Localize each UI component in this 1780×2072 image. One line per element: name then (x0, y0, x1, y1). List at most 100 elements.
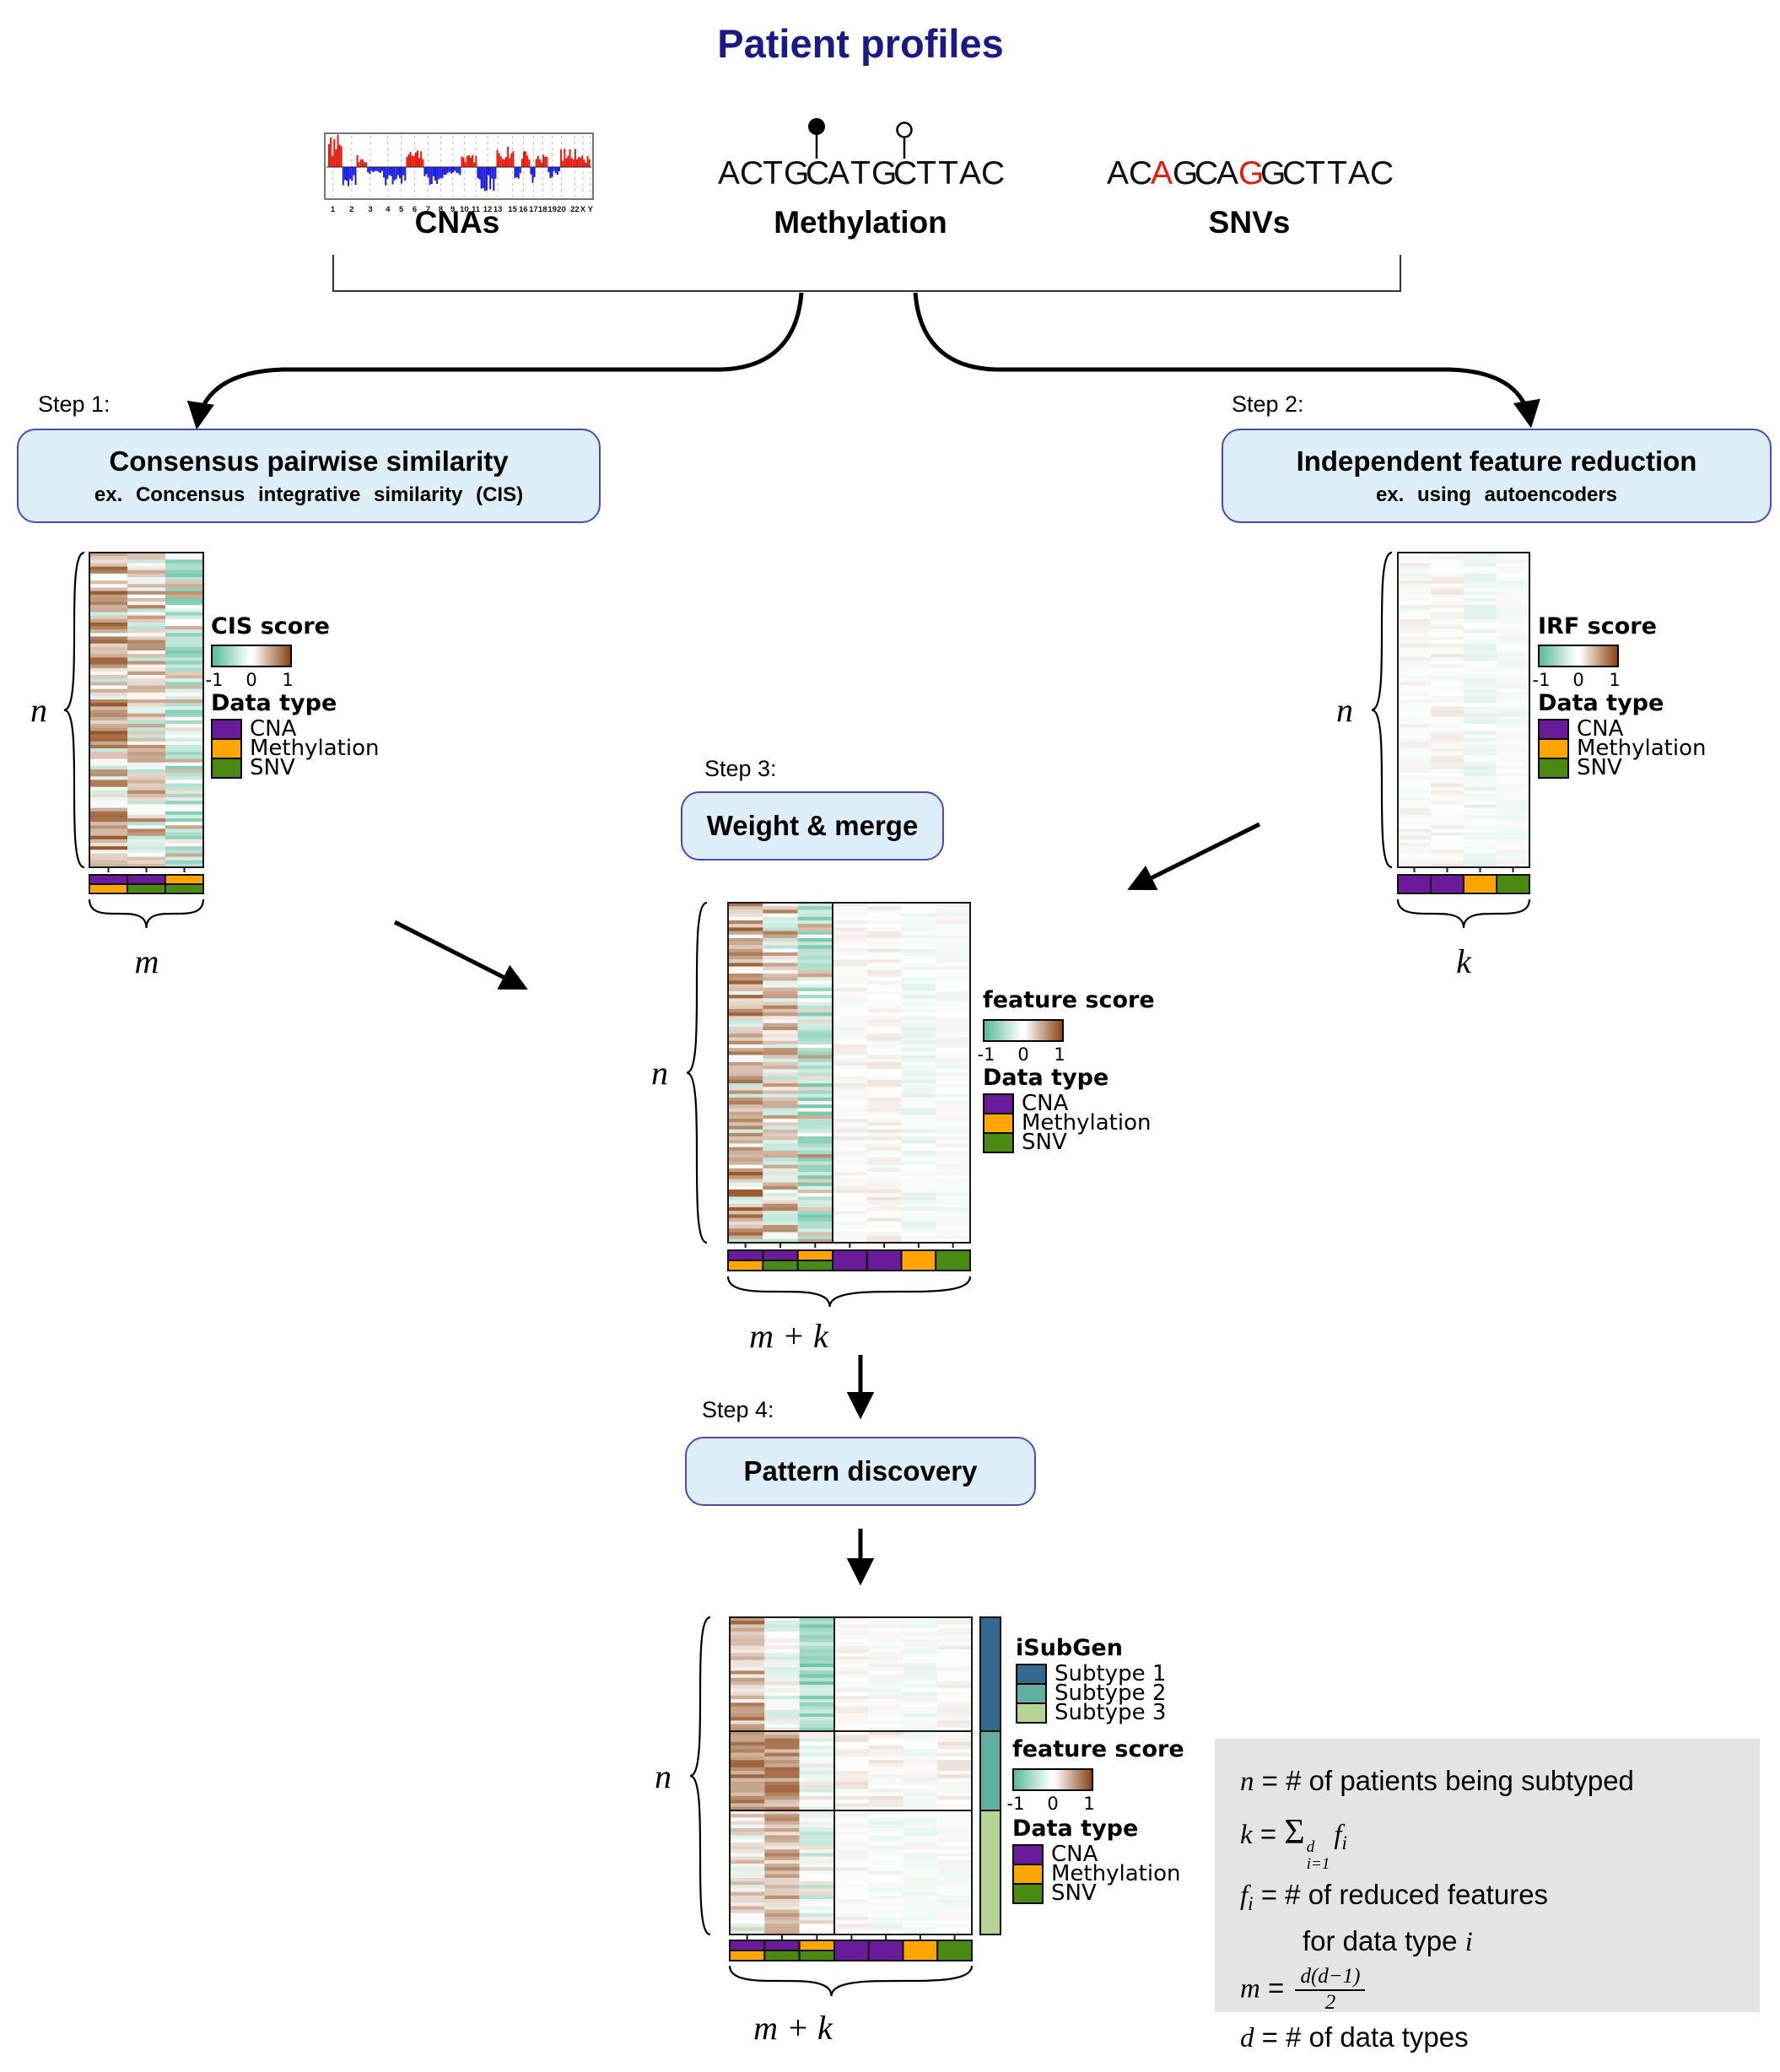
sequence-letter: A (1216, 155, 1239, 192)
legend-swatch (1538, 758, 1569, 779)
cna-profile-plot: 1 2 3 4 5 6 7 8 9 10 11 12 13 15 16 17 18 19 20 22 X Y (324, 132, 594, 214)
def-n-symbol: n (1240, 1767, 1254, 1797)
step2-label: Step 2: (1232, 391, 1304, 417)
datatype-legend-4: CNA Methylation SNV (1012, 1843, 1180, 1904)
legend-label: Methylation (250, 736, 380, 761)
sequence-letter: G (784, 155, 810, 192)
chromosome-label: 4 (386, 205, 391, 214)
step3-box: Weight & merge (681, 791, 944, 861)
chromosome-label: 16 (519, 205, 528, 214)
legend-swatch (1016, 1683, 1047, 1704)
tick-neg1: -1 (1006, 1794, 1025, 1814)
sequence-letter: A (1151, 155, 1173, 192)
legend-label: Subtype 1 (1055, 1661, 1167, 1686)
sequence-letter: C (1282, 155, 1307, 192)
legend-row: Methylation (211, 736, 380, 761)
sequence-letter: T (916, 155, 936, 192)
legend-swatch (1012, 1864, 1044, 1885)
sequence-letter: T (763, 155, 783, 192)
figure-title: Patient profiles (717, 21, 1004, 66)
step3-title: Weight & merge (706, 810, 919, 841)
datatype-annotation-bar (729, 1940, 973, 1961)
legend-swatch (983, 1113, 1014, 1134)
def-d-text: = # of data types (1254, 2021, 1469, 2053)
feature-score-gradient-mid (983, 1019, 1064, 1042)
legend-row: CNA (1538, 716, 1706, 742)
sequence-letter: T (1305, 155, 1325, 192)
legend-label: CNA (250, 716, 297, 742)
irf-score-legend-title: IRF score (1538, 613, 1657, 639)
sequence-letter: G (1238, 155, 1265, 192)
chromosome-label: 15 (508, 205, 517, 214)
tick-0: 0 (1047, 1794, 1059, 1814)
legend-row: SNV (1538, 757, 1706, 779)
datatype-legend-title-3: Data type (983, 1065, 1109, 1091)
width-brace (1396, 898, 1531, 929)
datatype-legend-2: CNA Methylation SNV (1538, 716, 1706, 779)
sequence-letter: T (1327, 155, 1347, 192)
sequence-letter: G (1173, 155, 1199, 192)
def-d: d = # of data types (1240, 2021, 1469, 2053)
chromosome-label: 3 (368, 205, 372, 214)
step2-title: Independent feature reduction (1296, 445, 1697, 477)
flow-arrow (1127, 822, 1261, 890)
tick-neg1: -1 (977, 1044, 995, 1065)
datatype-annotation-bar (89, 874, 204, 894)
isubgen-legend: Subtype 1 Subtype 2 Subtype 3 (1016, 1661, 1167, 1724)
chromosome-label: 8 (439, 205, 443, 214)
tick-1: 1 (282, 670, 294, 690)
chromosome-label: 22 (570, 205, 580, 214)
legend-swatch (983, 1132, 1014, 1153)
step4-box: Pattern discovery (685, 1437, 1036, 1506)
feature-score-legend-title-bottom: feature score (1012, 1736, 1184, 1762)
feature-score-ticks-mid: -1 0 1 (978, 1044, 1067, 1066)
step4-label: Step 4: (702, 1397, 774, 1422)
cis-score-legend-title: CIS score (211, 613, 330, 639)
sequence-letter: G (871, 155, 898, 192)
chromosome-label: 2 (349, 205, 353, 214)
profiles-bracket (332, 255, 1401, 292)
unmethylated-site-icon (896, 121, 913, 138)
legend-swatch (1012, 1883, 1044, 1904)
tick-1: 1 (1083, 1794, 1095, 1814)
k-label: k (1456, 942, 1471, 980)
isubgen-legend-title: iSubGen (1016, 1635, 1123, 1661)
chromosome-label: 6 (413, 205, 417, 214)
legend-swatch (1012, 1844, 1044, 1865)
mk-label-merged: m + k (749, 1317, 828, 1355)
sequence-letter: C (740, 155, 764, 192)
subtype-sidebar (979, 1616, 1001, 1935)
datatype-legend-1: CNA Methylation SNV (211, 716, 380, 780)
n-label-final: n (655, 1757, 672, 1795)
datatype-legend-title-4: Data type (1012, 1816, 1139, 1842)
n-label-merged: n (651, 1054, 668, 1092)
legend-label: Subtype 2 (1055, 1681, 1167, 1706)
tick-0: 0 (245, 670, 257, 690)
legend-label: CNA (1577, 716, 1624, 742)
flow-arrow (913, 292, 1540, 429)
legend-label: SNV (250, 755, 295, 780)
subtype3-block (730, 1810, 972, 1935)
methylation-profile-label: Methylation (774, 205, 947, 240)
legend-row: SNV (211, 755, 379, 780)
legend-row: CNA (1012, 1843, 1180, 1865)
legend-swatch (211, 719, 242, 740)
chromosome-label: 13 (494, 205, 503, 214)
step3-label: Step 3: (704, 756, 777, 781)
sequence-letter: A (1348, 155, 1371, 192)
sequence-letter: A (718, 155, 741, 192)
legend-row: Methylation (1012, 1863, 1180, 1885)
def-f-cont: for data type i (1303, 1925, 1473, 1958)
chromosome-label: 7 (426, 205, 430, 214)
chromosome-label: 9 (450, 205, 455, 214)
m-fraction: d(d−1) 2 (1295, 1965, 1366, 2015)
chromosome-label: 5 (399, 205, 404, 214)
chromosome-label: 11 (472, 205, 481, 214)
chromosome-label: 17 (529, 205, 538, 214)
irf-heatmap (1398, 553, 1529, 868)
n-label-irf: n (1336, 691, 1353, 729)
